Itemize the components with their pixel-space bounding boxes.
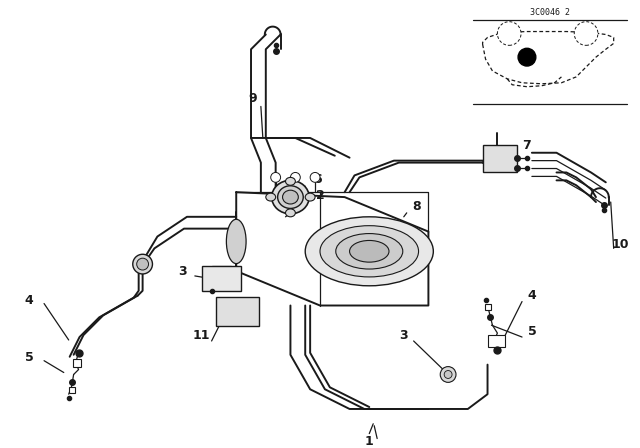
Text: 6: 6	[314, 173, 323, 186]
Text: 4: 4	[527, 289, 536, 302]
Ellipse shape	[266, 193, 276, 201]
Ellipse shape	[336, 233, 403, 269]
Ellipse shape	[272, 181, 309, 214]
Text: 3C0046 2: 3C0046 2	[530, 8, 570, 17]
Circle shape	[440, 366, 456, 383]
Circle shape	[310, 172, 320, 182]
Circle shape	[271, 172, 280, 182]
Circle shape	[444, 370, 452, 379]
Circle shape	[132, 254, 152, 274]
Ellipse shape	[227, 219, 246, 263]
Text: 2: 2	[316, 189, 324, 202]
Circle shape	[137, 258, 148, 270]
Text: 5: 5	[527, 325, 536, 338]
Ellipse shape	[320, 226, 419, 277]
FancyBboxPatch shape	[483, 145, 517, 172]
FancyBboxPatch shape	[202, 266, 241, 291]
Text: 7: 7	[523, 139, 531, 152]
Text: 4: 4	[25, 294, 34, 307]
Text: 9: 9	[249, 92, 257, 105]
Ellipse shape	[349, 241, 389, 262]
Ellipse shape	[282, 190, 298, 204]
Text: 1: 1	[365, 435, 374, 448]
Text: 5: 5	[25, 351, 34, 364]
Text: 10: 10	[612, 238, 629, 251]
Circle shape	[497, 22, 521, 45]
Ellipse shape	[305, 217, 433, 286]
Ellipse shape	[278, 186, 303, 208]
Text: 3: 3	[399, 328, 408, 341]
Circle shape	[291, 172, 300, 182]
Text: 8: 8	[412, 200, 421, 213]
Circle shape	[518, 48, 536, 66]
Text: 11: 11	[193, 328, 211, 341]
Text: 3: 3	[178, 264, 186, 277]
FancyBboxPatch shape	[216, 297, 259, 326]
Circle shape	[574, 22, 598, 45]
Ellipse shape	[285, 209, 296, 217]
FancyBboxPatch shape	[488, 335, 505, 347]
Ellipse shape	[305, 193, 315, 201]
Ellipse shape	[285, 177, 296, 185]
